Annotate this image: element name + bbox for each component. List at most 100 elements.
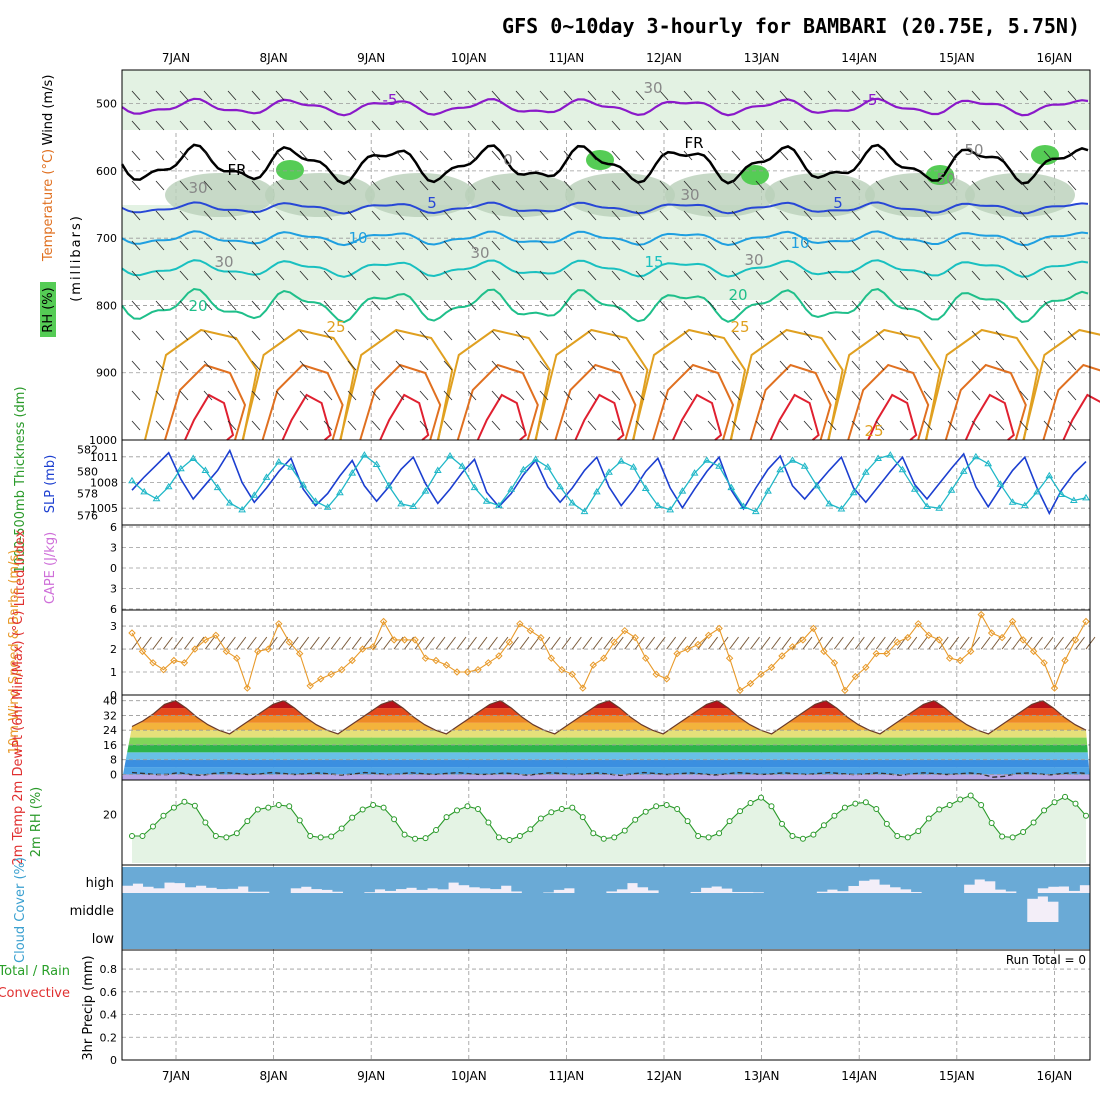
isotherm-warm-loop	[652, 363, 735, 441]
slp-point	[1057, 490, 1066, 497]
cloud-bar-high	[1058, 867, 1070, 887]
rh2m-point	[894, 833, 901, 839]
wind-barb	[299, 390, 309, 401]
cloud-bar-middle	[1068, 893, 1080, 922]
wind-barb	[971, 90, 981, 101]
wind-barb	[779, 330, 789, 341]
wind-barb	[419, 270, 429, 281]
wind-barb	[1019, 420, 1029, 431]
wind-barb	[851, 210, 861, 221]
cloud-bar-low	[984, 922, 996, 949]
wind-barb	[611, 270, 621, 281]
wind-barb-10m	[341, 636, 352, 650]
wind-barb	[635, 330, 645, 341]
wind-barb	[371, 240, 381, 251]
cloud-bar-high	[574, 867, 586, 893]
cloud-bar-low	[584, 922, 596, 949]
slp-point	[507, 485, 516, 492]
wind-barb-10m	[1022, 636, 1033, 650]
wind-barb	[443, 270, 453, 281]
lifted-index-tick-label: 3	[110, 542, 117, 555]
cloud-bar-low	[469, 922, 481, 949]
cloud-bar-middle	[342, 893, 354, 922]
wind-barb	[227, 240, 237, 251]
wind-speed-point	[306, 682, 314, 690]
cloud-bar-high	[932, 867, 944, 893]
cloud-bar-high	[216, 867, 228, 890]
cloud-bar-high	[584, 867, 596, 893]
lifted-index-tick-label: 6	[110, 521, 117, 534]
wind-barb	[179, 330, 189, 341]
wind-speed-point	[851, 672, 860, 681]
wind-barb	[683, 270, 693, 281]
wind-barb	[923, 90, 933, 101]
wind-barb	[395, 390, 405, 401]
rh2m-point	[799, 835, 806, 842]
cloud-bar-middle	[805, 893, 817, 922]
slp-point	[458, 462, 467, 469]
isotherm-warm-loop	[964, 393, 1015, 441]
wind-barb	[347, 150, 357, 161]
wind-barb	[995, 270, 1005, 281]
wind-speed-point	[904, 633, 912, 642]
cloud-bar-low	[321, 922, 333, 949]
wind-barb	[875, 120, 885, 131]
rh2m-point	[443, 814, 450, 821]
chart-title: GFS 0~10day 3-hourly for BAMBARI (20.75E…	[502, 14, 1080, 38]
cloud-bar-low	[721, 922, 733, 949]
wind-barb	[275, 210, 285, 221]
cloud-bar-middle	[174, 893, 186, 922]
slp-point	[776, 465, 785, 473]
wind-barb	[779, 120, 789, 131]
slp-point	[751, 507, 760, 515]
wind-barb	[875, 90, 885, 101]
wind-barb	[131, 390, 141, 401]
wind-barb	[875, 300, 885, 311]
rh2m-point	[223, 834, 230, 841]
wind-barb	[947, 360, 957, 371]
cloud-bar-low	[122, 922, 133, 949]
pressure-tick-label: 500	[96, 98, 117, 111]
rh2m-point	[915, 828, 922, 835]
wind-barb	[995, 120, 1005, 131]
cloud-bar-middle	[311, 893, 323, 922]
wind-barb	[347, 300, 357, 311]
wind-speed-point	[180, 659, 189, 667]
rh2m-point	[160, 812, 167, 819]
wind-barb	[203, 210, 213, 221]
rh2m-point	[663, 801, 670, 808]
wind-barb-10m	[1075, 636, 1085, 650]
wind-speed-point	[128, 629, 136, 637]
wind-barb	[995, 90, 1005, 101]
rh2m-point	[904, 834, 911, 841]
cloud-bar-middle	[911, 893, 923, 922]
rh2m-point	[705, 834, 712, 841]
wind-speed-point	[379, 617, 388, 626]
slp-point	[605, 468, 613, 475]
wind-speed-point	[966, 647, 975, 656]
wind-speed-point	[233, 654, 241, 662]
cloud-bar-low	[974, 922, 986, 949]
wind-barb	[659, 420, 669, 431]
cloud-bar-middle	[385, 893, 396, 922]
wind-barb	[1043, 180, 1053, 191]
temp-color-band	[122, 722, 1090, 731]
wind-barb	[563, 120, 573, 131]
wind-barb	[923, 330, 933, 341]
cloud-bar-middle	[1026, 893, 1038, 899]
rh2m-point	[170, 804, 177, 811]
cloud-bar-middle	[563, 893, 575, 922]
wind-barb	[539, 150, 549, 161]
wind-barb	[515, 390, 525, 401]
wind-barb	[131, 360, 141, 371]
wind-barb	[851, 270, 861, 281]
wind-barb	[251, 210, 261, 221]
wind-barb-10m	[309, 636, 320, 650]
cloud-bar-low	[279, 922, 291, 949]
wind-barb	[803, 210, 813, 221]
wind-barb	[683, 360, 693, 371]
cloud-bar-middle	[164, 893, 176, 922]
cloud-bar-low	[595, 922, 607, 949]
cloud-bar-low	[637, 922, 649, 949]
cloud-bar-low	[300, 922, 312, 949]
